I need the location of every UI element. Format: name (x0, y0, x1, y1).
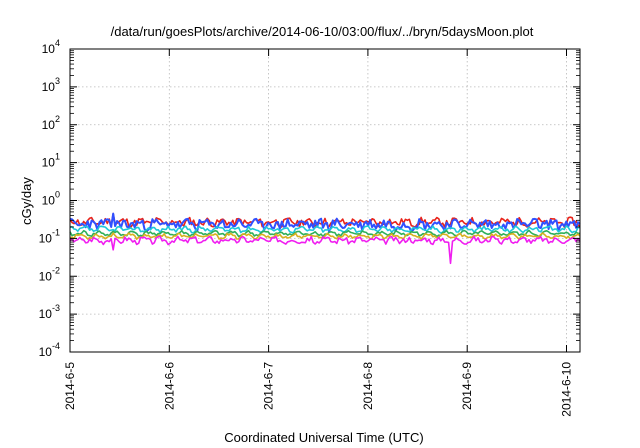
y-tick-exponent: 0 (55, 190, 60, 200)
y-tick-base: 10 (39, 231, 53, 245)
x-tick-label: 2014-6-6 (162, 362, 176, 410)
y-tick-base: 10 (39, 269, 53, 283)
y-tick-exponent: 1 (55, 152, 60, 162)
y-tick-base: 10 (39, 307, 53, 321)
chart-title: /data/run/goesPlots/archive/2014-06-10/0… (111, 24, 534, 39)
x-tick-label: 2014-6-5 (63, 362, 77, 410)
y-tick-exponent: 3 (55, 76, 60, 86)
y-tick-label: 101 (42, 152, 60, 170)
y-tick-base: 10 (42, 42, 56, 56)
series-line (69, 232, 581, 241)
y-tick-label: 103 (42, 76, 60, 94)
y-tick-base: 10 (42, 118, 56, 132)
ticks (69, 48, 580, 353)
y-tick-label: 10-4 (39, 341, 60, 359)
x-tick-labels: 2014-6-5 2014-6-6 2014-6-7 2014-6-8 2014-6-9… (63, 362, 574, 417)
x-axis-title: Coordinated Universal Time (UTC) (224, 430, 423, 445)
series-line (69, 229, 581, 238)
y-tick-exponent: 2 (55, 114, 60, 124)
series-line (69, 235, 581, 265)
y-tick-exponent: -2 (52, 265, 60, 275)
x-tick-label: 2014-6-8 (361, 362, 375, 410)
series-layer (69, 212, 581, 265)
y-tick-base: 10 (39, 345, 53, 359)
y-tick-base: 10 (42, 194, 56, 208)
y-tick-base: 10 (42, 156, 56, 170)
series-line (69, 212, 581, 233)
y-tick-exponent: 4 (55, 38, 60, 48)
y-tick-exponent: -1 (52, 227, 60, 237)
y-tick-label: 10-2 (39, 265, 60, 283)
x-tick-label: 2014-6-9 (460, 362, 474, 410)
x-tick-label: 2014-6-7 (262, 362, 276, 410)
y-tick-label: 10-3 (39, 303, 60, 321)
series-line (69, 225, 581, 234)
y-tick-label: 10-1 (39, 227, 60, 245)
y-tick-label: 100 (42, 190, 60, 208)
x-tick-label: 2014-6-10 (560, 362, 574, 417)
y-tick-label: 104 (42, 38, 60, 56)
y-tick-exponent: -3 (52, 303, 60, 313)
y-tick-label: 102 (42, 114, 60, 132)
y-tick-exponent: -4 (52, 341, 60, 351)
grid (70, 49, 580, 352)
y-axis-title: cGy/day (19, 177, 34, 225)
y-tick-base: 10 (42, 80, 56, 94)
